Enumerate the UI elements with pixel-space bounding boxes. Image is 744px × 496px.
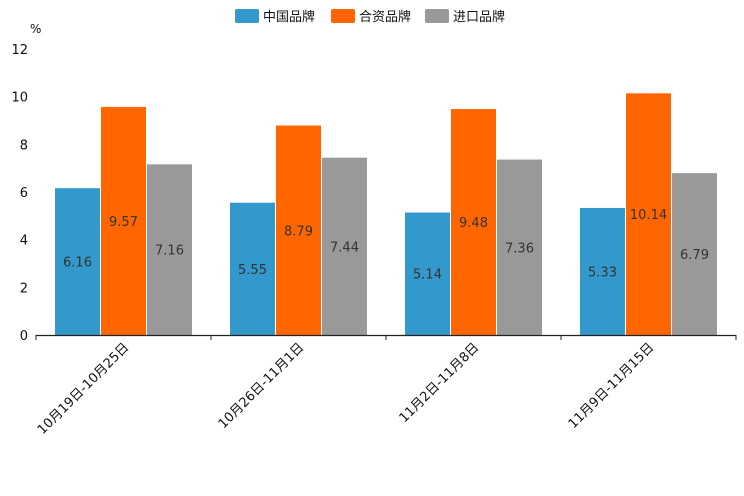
x-tick-label: 10月26日-11月1日 [216,340,308,432]
bar-group: 5.33 10.14 6.79 [580,93,717,335]
legend-item-1[interactable]: 中国品牌 [235,9,315,25]
bar-value-label: 6.16 [63,256,92,271]
y-tick-label: 8 [20,138,28,153]
bar-value-label: 8.79 [284,224,313,239]
legend-label: 合资品牌 [359,9,411,25]
y-tick-label: 4 [20,234,28,249]
bar[interactable] [497,159,542,335]
bar[interactable] [147,164,192,335]
plot-area: 6.16 9.57 7.16 5.55 8.79 7.44 5.14 9.48 7.36 5.33… [55,93,717,335]
y-tick-label: 2 [20,281,28,296]
y-tick-label: 10 [11,91,28,106]
legend-label: 中国品牌 [263,9,315,25]
y-tick-label: 12 [11,43,28,58]
x-axis: 10月19日-10月25日 10月26日-11月1日 11月2日-11月8日 11月9… [35,334,737,438]
bar-value-label: 5.14 [413,268,442,283]
bar[interactable] [230,202,275,335]
y-axis: 0 2 4 6 8 10 12 [11,43,28,344]
bar-value-label: 7.16 [155,244,184,259]
bar[interactable] [451,109,496,335]
bar[interactable] [405,212,450,335]
bar-value-label: 7.44 [330,240,359,255]
bar-value-label: 9.57 [109,215,138,230]
bar-value-label: 10.14 [630,208,667,223]
y-tick-label: 0 [20,329,28,344]
legend-label: 进口品牌 [453,9,505,25]
bar[interactable] [101,106,146,335]
bar[interactable] [626,93,671,335]
bar-value-label: 5.33 [588,265,617,280]
legend: 中国品牌 合资品牌 进口品牌 [235,9,505,25]
legend-swatch [331,9,355,23]
bar-value-label: 6.79 [680,248,709,263]
y-axis-unit-label: % [30,22,41,36]
bar-value-label: 5.55 [238,263,267,278]
bar-value-label: 7.36 [505,241,534,256]
legend-item-2[interactable]: 合资品牌 [331,9,411,25]
x-tick-label: 10月19日-10月25日 [35,340,132,437]
bar[interactable] [322,157,367,335]
bar[interactable] [276,125,321,335]
legend-swatch [235,9,259,23]
bar[interactable] [55,188,100,335]
x-tick-label: 11月2日-11月8日 [397,340,483,426]
y-tick-label: 6 [20,186,28,201]
bar-group: 6.16 9.57 7.16 [55,106,192,335]
legend-item-3[interactable]: 进口品牌 [425,9,505,25]
bar-group: 5.14 9.48 7.36 [405,109,542,335]
bar-group: 5.55 8.79 7.44 [230,125,367,335]
bar[interactable] [672,173,717,335]
x-tick-label: 11月9日-11月15日 [566,340,658,432]
bar-value-label: 9.48 [459,216,488,231]
legend-swatch [425,9,449,23]
bar[interactable] [580,207,625,335]
